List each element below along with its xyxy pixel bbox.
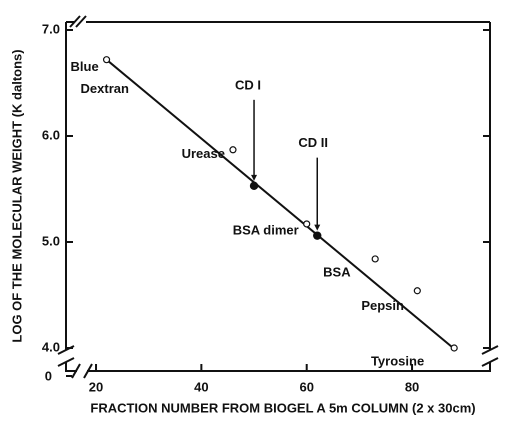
arrow-head [251,174,258,181]
data-point [249,181,259,191]
point-label: Blue [71,59,99,74]
x-tick-label: 60 [299,379,313,394]
point-label: Pepsin [361,298,404,313]
axis-frame [65,22,491,372]
data-point [371,255,379,263]
y-tick-label: 6.0 [42,127,60,142]
data-point [450,344,458,352]
point-label: BSA dimer [233,222,299,237]
data-point [313,231,322,240]
data-point [413,287,421,295]
x-tick-label: 40 [194,379,208,394]
y-tick-label: 4.0 [42,339,60,354]
x-axis-label: FRACTION NUMBER FROM BIOGEL A 5m COLUMN … [90,400,475,415]
data-point [229,146,237,154]
y-break-label: 0 [45,368,52,383]
data-point [102,56,111,64]
point-label: CD I [235,77,261,92]
y-tick-label: 5.0 [42,233,60,248]
x-tick-label: 80 [405,379,419,394]
y-tick-label: 7.0 [42,21,60,36]
fit-line [105,58,457,351]
x-tick-label: 20 [89,379,103,394]
arrow-head [314,224,321,231]
y-axis-label: LOG OF THE MOLECULAR WEIGHT (K daltons) [9,49,24,342]
point-label: Urease [182,146,225,161]
data-point [303,220,311,228]
point-label: BSA [323,264,351,279]
axis-break [57,15,499,379]
point-label: CD II [298,135,328,150]
point-label: Tyrosine [371,353,424,368]
point-label: Dextran [81,81,129,96]
